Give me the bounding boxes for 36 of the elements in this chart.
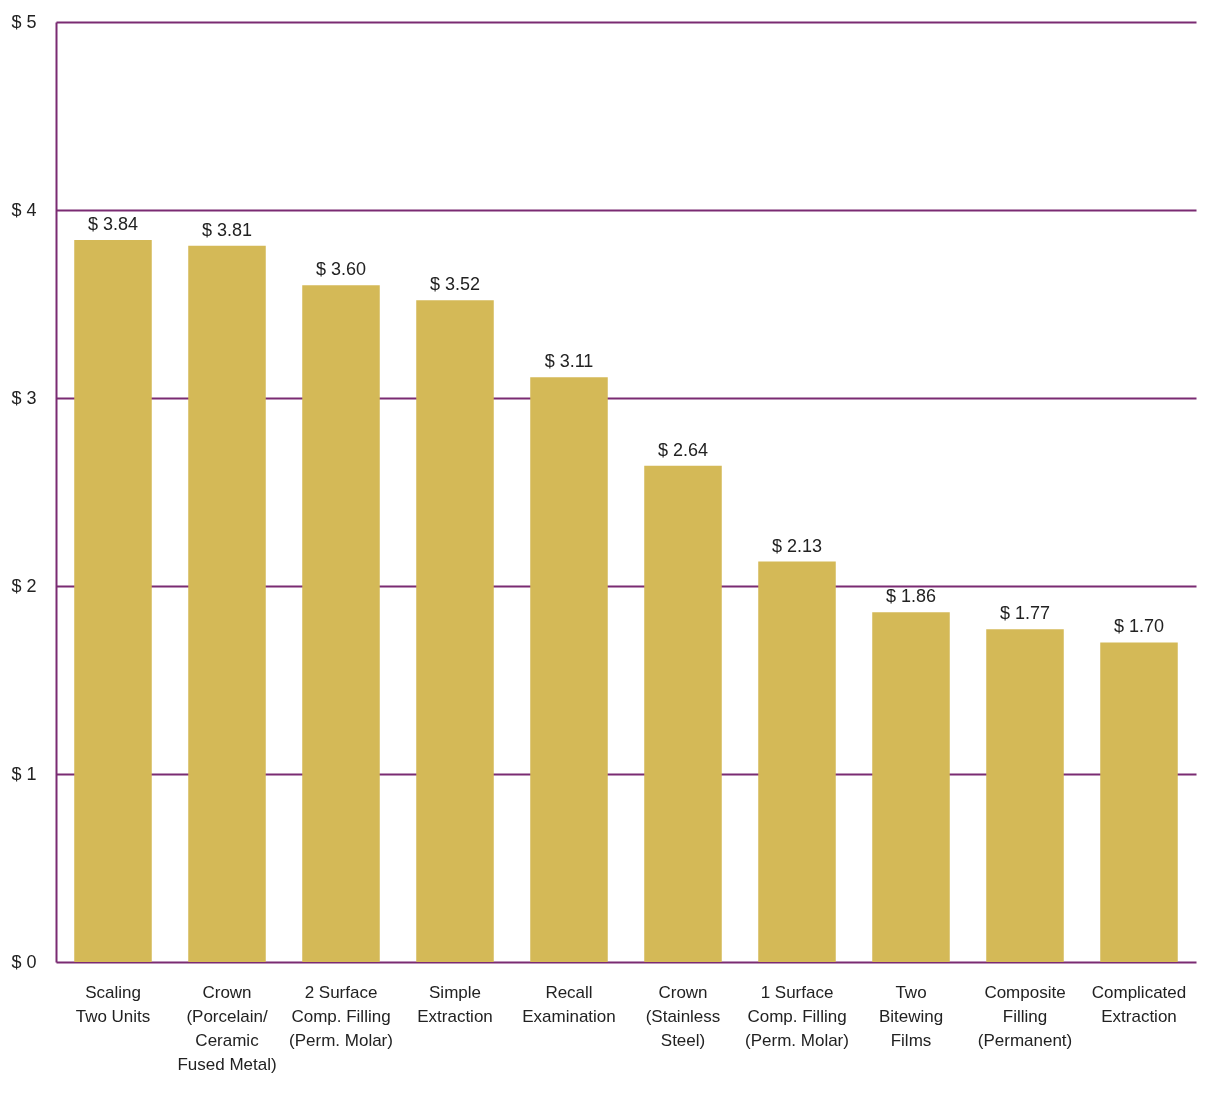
- y-tick-label: $ 2: [11, 575, 37, 596]
- data-label: $ 1.70: [1113, 616, 1165, 637]
- data-label: $ 1.86: [885, 586, 937, 607]
- x-tick-label: Composite Filling (Permanent): [977, 982, 1073, 1050]
- data-label: $ 2.13: [771, 535, 823, 556]
- bar: [530, 377, 608, 962]
- x-tick-label: Scaling Two Units: [75, 982, 151, 1026]
- bar: [302, 285, 380, 962]
- data-label: $ 3.11: [544, 351, 594, 372]
- y-tick-label: $ 1: [11, 763, 37, 784]
- data-label: $ 3.60: [315, 259, 367, 280]
- x-tick-label: Crown (Porcelain/ Ceramic Fused Metal): [177, 982, 277, 1074]
- bar: [986, 629, 1064, 962]
- x-tick-label: 1 Surface Comp. Filling (Perm. Molar): [745, 982, 849, 1050]
- bar: [1100, 642, 1178, 962]
- x-tick-label: Complicated Extraction: [1091, 982, 1187, 1026]
- x-tick-label: Two Bitewing Films: [878, 982, 944, 1050]
- y-tick-label: $ 0: [11, 951, 37, 972]
- y-tick-label: $ 3: [11, 387, 37, 408]
- bar: [644, 465, 722, 962]
- bar: [872, 612, 950, 962]
- data-label: $ 2.64: [657, 439, 709, 460]
- bar: [188, 245, 266, 962]
- x-tick-label: 2 Surface Comp. Filling (Perm. Molar): [289, 982, 393, 1050]
- bar: [74, 240, 152, 962]
- bar: [416, 300, 494, 962]
- data-label: $ 3.84: [87, 214, 139, 235]
- y-tick-label: $ 4: [11, 199, 37, 220]
- bar: [758, 561, 836, 962]
- x-tick-label: Recall Examination: [522, 982, 616, 1026]
- data-label: $ 1.77: [999, 603, 1051, 624]
- x-tick-label: Crown (Stainless Steel): [645, 982, 721, 1050]
- data-label: $ 3.81: [201, 219, 253, 240]
- y-tick-label: $ 5: [11, 11, 37, 32]
- x-tick-label: Simple Extraction: [417, 982, 493, 1026]
- data-label: $ 3.52: [429, 274, 481, 295]
